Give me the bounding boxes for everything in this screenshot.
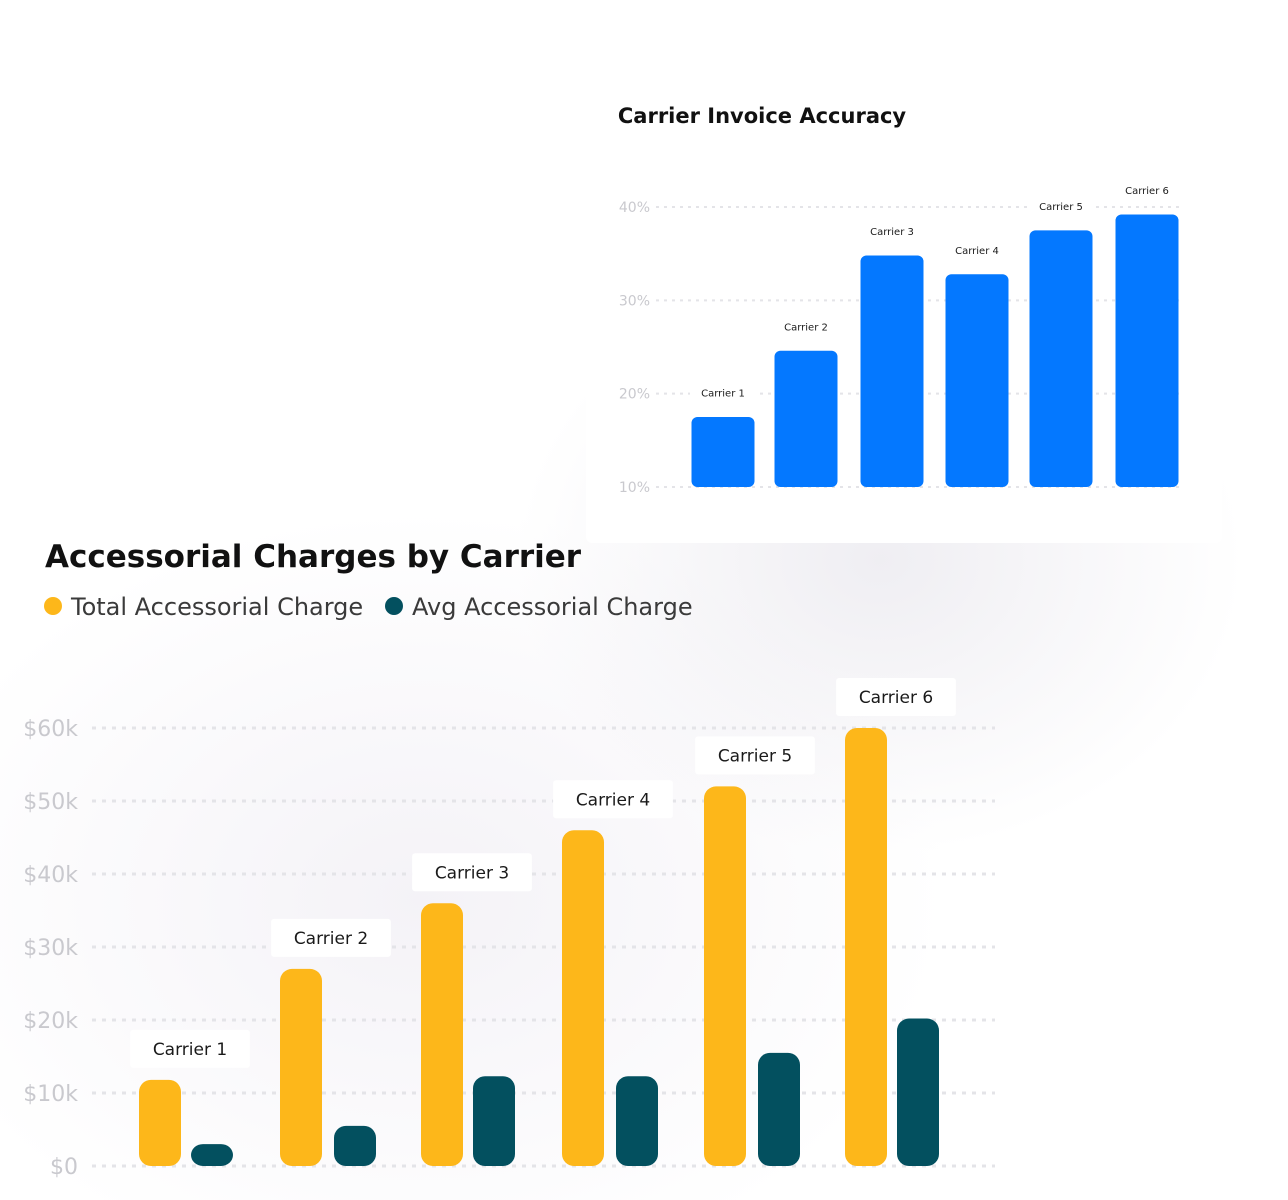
accuracy-data-label-4: Carrier 4 — [944, 240, 1010, 261]
accessorial-data-label-6-bg — [836, 678, 956, 716]
accuracy-bar-5 — [1029, 230, 1093, 488]
accessorial-data-label-6-text: Carrier 6 — [859, 688, 933, 708]
accessorial-y-tick-label: $0 — [50, 1155, 78, 1180]
accessorial-y-tick-label: $40k — [23, 863, 78, 888]
accuracy-data-label-5: Carrier 5 — [1028, 196, 1094, 217]
avg-charge-bar-5 — [758, 1052, 800, 1166]
accuracy-data-label-2-text: Carrier 2 — [784, 322, 828, 333]
accuracy-bar-6 — [1115, 214, 1179, 487]
accessorial-data-label-2-bg — [271, 918, 391, 957]
accessorial-data-label-5: Carrier 5 — [695, 736, 815, 775]
accuracy-bars — [691, 214, 1179, 488]
accessorial-data-label-2-text: Carrier 2 — [294, 929, 368, 949]
accessorial-y-tick-label: $20k — [23, 1009, 78, 1034]
avg-charge-bar-1 — [191, 1144, 233, 1166]
accuracy-bar-3 — [860, 255, 924, 487]
accuracy-data-labels: Carrier 1 Carrier 2 Carrier 3 Carrier 4 Carr… — [690, 180, 1180, 403]
accuracy-y-tick-label: 10% — [619, 480, 650, 496]
accessorial-y-tick-label: $10k — [23, 1082, 78, 1107]
accessorial-bars — [139, 728, 939, 1166]
accessorial-data-label-4-text: Carrier 4 — [576, 790, 650, 810]
accessorial-y-tick-label: $60k — [23, 717, 78, 742]
total-charge-bar-2 — [280, 968, 322, 1166]
accessorial-data-label-4: Carrier 4 — [553, 780, 673, 819]
total-charge-bar-6 — [845, 728, 887, 1166]
avg-charge-bar-6 — [897, 1018, 939, 1166]
total-charge-bar-1 — [139, 1079, 181, 1166]
accessorial-data-label-1-bg — [130, 1029, 250, 1068]
legend-dot-total — [44, 597, 62, 615]
total-charge-bar-5 — [704, 786, 746, 1166]
legend-label-avg: Avg Accessorial Charge — [412, 593, 693, 621]
accessorial-data-label-4-bg — [553, 780, 673, 819]
accessorial-data-label-1-text: Carrier 1 — [153, 1040, 227, 1060]
accuracy-data-label-1-text: Carrier 1 — [701, 389, 745, 400]
accuracy-y-axis: 10% 20% 30% 40% — [619, 200, 650, 496]
accuracy-data-label-6: Carrier 6 — [1114, 180, 1180, 201]
accuracy-data-label-6-bg — [1114, 180, 1180, 201]
accessorial-data-label-1: Carrier 1 — [130, 1029, 250, 1068]
accuracy-chart-title: Carrier Invoice Accuracy — [618, 104, 907, 128]
accuracy-bar-1 — [691, 417, 755, 487]
accessorial-y-axis: $0 $10k $20k $30k $40k $50k $60k — [23, 717, 78, 1180]
accuracy-bar-4 — [945, 274, 1009, 487]
accessorial-chart-title: Accessorial Charges by Carrier — [45, 539, 582, 575]
accuracy-bar-2 — [774, 350, 838, 487]
accuracy-data-label-1-bg — [690, 383, 756, 403]
accessorial-data-label-3-bg — [412, 853, 532, 892]
accuracy-y-tick-label: 20% — [619, 387, 650, 403]
accuracy-data-label-2-bg — [773, 316, 839, 337]
accessorial-data-label-2: Carrier 2 — [271, 918, 391, 957]
accessorial-chart: Accessorial Charges by Carrier Total Acc… — [23, 539, 995, 1180]
accuracy-y-tick-label: 30% — [619, 293, 650, 309]
accuracy-data-label-5-bg — [1028, 196, 1094, 217]
accuracy-data-label-3-text: Carrier 3 — [870, 227, 914, 238]
accuracy-y-tick-label: 40% — [619, 200, 650, 216]
accessorial-y-tick-label: $30k — [23, 936, 78, 961]
accessorial-data-labels: Carrier 1 Carrier 2 Carrier 3 Carrier 4 Carr… — [130, 678, 956, 1068]
legend-dot-avg — [385, 597, 403, 615]
total-charge-bar-3 — [421, 903, 463, 1166]
accessorial-data-label-5-text: Carrier 5 — [718, 747, 792, 767]
legend: Total Accessorial Charge Avg Accessorial… — [44, 593, 693, 621]
accessorial-data-label-3-text: Carrier 3 — [435, 863, 509, 883]
accuracy-chart: Carrier Invoice Accuracy 10% 20% 30% 40% Ca… — [618, 104, 1181, 496]
total-charge-bar-4 — [562, 830, 604, 1166]
accessorial-data-label-6: Carrier 6 — [836, 678, 956, 716]
avg-charge-bar-4 — [616, 1076, 658, 1166]
accuracy-data-label-6-text: Carrier 6 — [1125, 186, 1169, 197]
accuracy-data-label-2: Carrier 2 — [773, 316, 839, 337]
accessorial-data-label-3: Carrier 3 — [412, 853, 532, 892]
accuracy-data-label-4-bg — [944, 240, 1010, 261]
accuracy-data-label-3: Carrier 3 — [859, 221, 925, 242]
accuracy-data-label-3-bg — [859, 221, 925, 242]
avg-charge-bar-2 — [334, 1125, 376, 1166]
accuracy-data-label-5-text: Carrier 5 — [1039, 202, 1083, 213]
accessorial-gridlines — [92, 726, 995, 1168]
accuracy-data-label-4-text: Carrier 4 — [955, 246, 999, 257]
legend-label-total: Total Accessorial Charge — [70, 593, 363, 621]
avg-charge-bar-3 — [473, 1076, 515, 1166]
accessorial-y-tick-label: $50k — [23, 790, 78, 815]
accuracy-data-label-1: Carrier 1 — [690, 383, 756, 403]
accessorial-data-label-5-bg — [695, 736, 815, 775]
